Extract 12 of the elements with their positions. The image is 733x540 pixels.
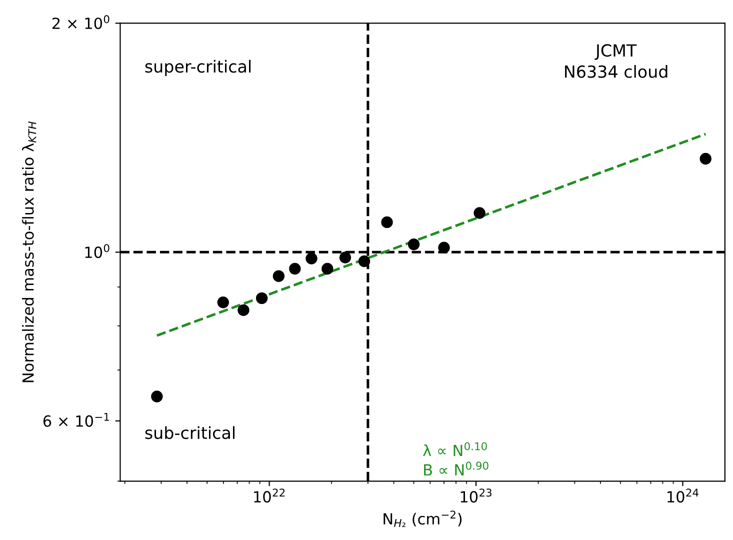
- y-tick-label: 10$^{0}$: [85, 244, 110, 258]
- annotation: JCMT N6334 cloud: [565, 44, 668, 78]
- x-tick-label: 10$^{23}$: [460, 488, 492, 503]
- annotation: super-critical: [145, 60, 251, 76]
- x-axis-title: N$_{H₂}$ (cm$^{−2}$): [384, 510, 462, 527]
- x-tick-label: 10$^{24}$: [668, 488, 698, 503]
- x-tick-label: 10$^{22}$: [254, 488, 285, 503]
- y-tick-label: 6 × 10$^{−1}$: [43, 412, 109, 427]
- y-axis-title: Normalized mass-to-flux ratio λ$_{KTH}$: [22, 122, 36, 382]
- y-tick-label: 2 × 10$^{0}$: [52, 15, 110, 30]
- annotation: sub-critical: [145, 426, 234, 440]
- text: λ ∝ N$^{0.10}$ B ∝ N$^{0.90}$: [423, 442, 488, 476]
